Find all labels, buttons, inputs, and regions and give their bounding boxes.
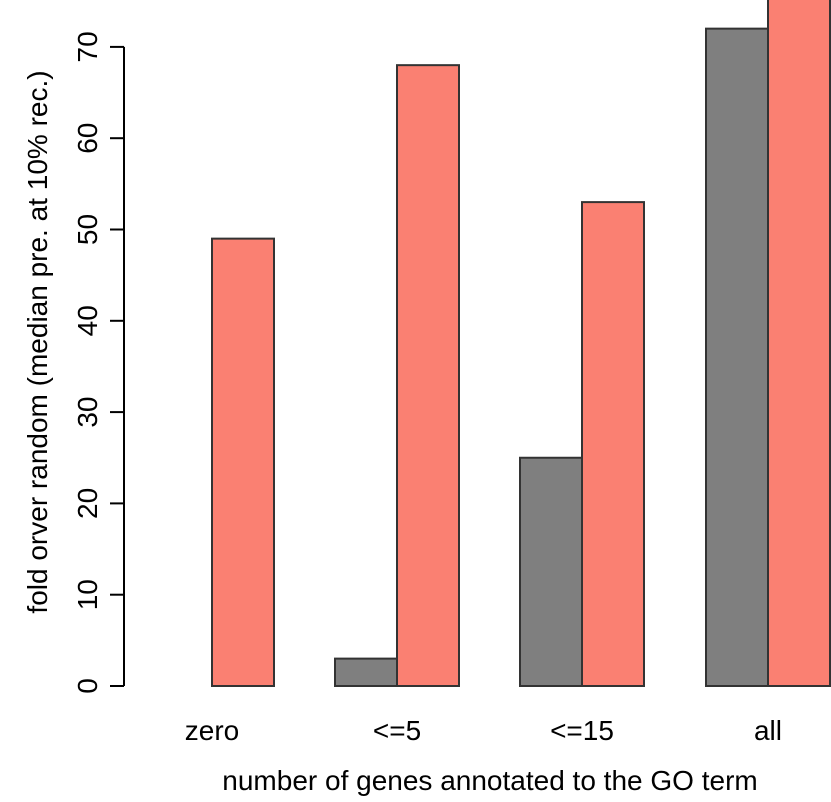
bar-<=15-series-1 xyxy=(519,456,583,687)
bar-<=5-series-1 xyxy=(334,657,398,687)
bar-zero-series-2 xyxy=(211,237,275,687)
y-tick-label: 20 xyxy=(72,488,103,519)
x-tick-label: zero xyxy=(185,715,239,746)
x-tick-label: all xyxy=(754,715,782,746)
y-tick-label: 10 xyxy=(72,579,103,610)
bar-<=5-series-2 xyxy=(396,64,460,688)
bar-<=15-series-2 xyxy=(581,201,645,688)
y-tick-label: 70 xyxy=(72,31,103,62)
y-axis: 0 10 20 30 40 50 60 70 xyxy=(72,31,125,694)
bar-all-series-1 xyxy=(705,27,769,687)
y-tick-label: 60 xyxy=(72,123,103,154)
x-axis-tick-labels: zero <=5 <=15 all xyxy=(185,715,782,746)
y-tick-label: 0 xyxy=(72,678,103,694)
y-tick-label: 50 xyxy=(72,214,103,245)
x-tick-label: <=5 xyxy=(373,715,421,746)
bars-group xyxy=(211,0,831,688)
y-tick-label: 30 xyxy=(72,397,103,428)
y-tick-label: 40 xyxy=(72,305,103,336)
x-tick-label: <=15 xyxy=(550,715,614,746)
x-axis-title: number of genes annotated to the GO term xyxy=(222,765,757,796)
bar-all-series-2 xyxy=(767,0,831,687)
y-axis-title: fold orver random (median pre. at 10% re… xyxy=(22,70,53,613)
